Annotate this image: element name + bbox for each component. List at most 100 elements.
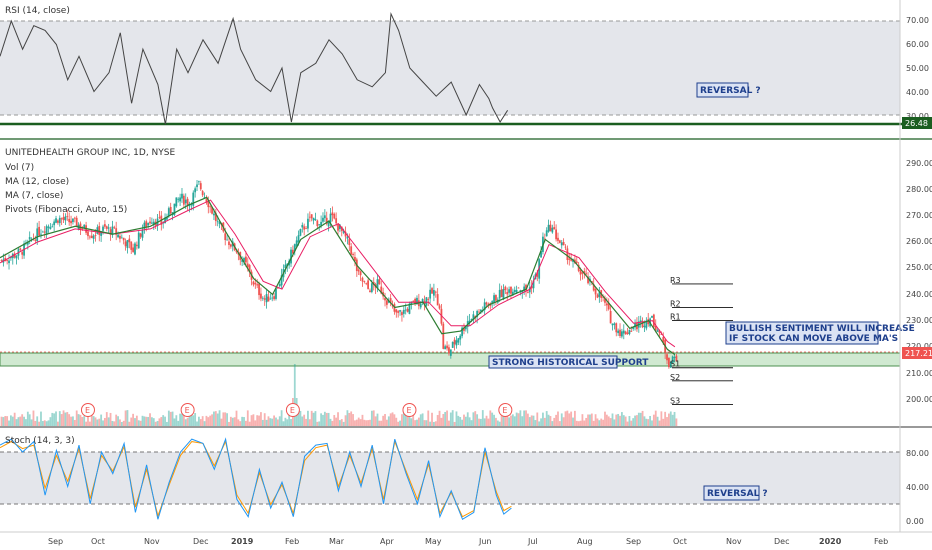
candle-body — [98, 226, 101, 235]
volume-bar — [637, 412, 640, 426]
volume-bar — [276, 419, 279, 426]
candle-body — [149, 221, 151, 224]
volume-bar — [402, 410, 405, 426]
volume-bar — [258, 415, 260, 426]
volume-bar — [11, 416, 14, 426]
volume-bar — [517, 413, 520, 426]
candle-body — [598, 292, 601, 297]
candle-body — [510, 286, 512, 294]
volume-bar — [455, 411, 458, 426]
candle-body — [370, 283, 373, 292]
volume-bar — [102, 420, 104, 426]
candle-body — [416, 297, 418, 305]
volume-bar — [511, 414, 514, 426]
candle-body — [613, 323, 616, 325]
candle-body — [147, 223, 150, 226]
candle-body — [198, 181, 200, 183]
volume-bar — [160, 417, 163, 426]
volume-bar — [32, 410, 35, 426]
stoch-axis: 80.00 40.00 0.00 — [906, 449, 929, 526]
stoch-panel[interactable]: Stoch (14, 3, 3) REVERSAL ? 80.00 40.00 … — [0, 436, 929, 526]
candle-body — [555, 229, 557, 240]
volume-bar — [352, 414, 354, 426]
candle-body — [261, 297, 264, 299]
candle-body — [194, 188, 197, 193]
candle-body — [331, 212, 334, 216]
candle-body — [115, 228, 118, 235]
volume-bar — [641, 410, 644, 426]
candle-body — [66, 216, 69, 218]
volume-bar — [538, 421, 541, 426]
time-label: Dec — [193, 537, 208, 546]
pivot-label-s1: S1 — [670, 360, 680, 369]
volume-bar — [167, 410, 170, 426]
volume-bar — [474, 411, 477, 426]
candle-body — [290, 249, 292, 264]
candle-body — [28, 237, 31, 240]
candle-body — [284, 264, 287, 269]
volume-bar — [654, 410, 657, 426]
candle-body — [45, 226, 48, 235]
volume-bar — [207, 417, 210, 426]
volume-bar — [589, 414, 591, 426]
volume-bar — [444, 411, 447, 426]
volume-bar — [239, 421, 242, 426]
candle-body — [128, 238, 131, 243]
candle-body — [660, 333, 663, 335]
price-panel[interactable]: R3 R2 R1 S1 S2 S3 E E E E E UNITEDHEALTH GROUP IN… — [0, 148, 932, 426]
candle-body — [139, 233, 142, 237]
volume-bar — [322, 414, 324, 426]
candle-body — [367, 280, 369, 289]
volume-bar — [250, 415, 253, 426]
volume-bar — [199, 419, 202, 426]
candle-body — [122, 237, 125, 241]
volume-bar — [280, 410, 283, 426]
candle-body — [344, 231, 347, 237]
volume-bar — [0, 416, 3, 426]
candle-body — [303, 226, 306, 230]
volume-bar — [557, 411, 559, 426]
candle-body — [378, 279, 381, 285]
volume-bar — [94, 417, 97, 426]
volume-bar — [461, 419, 463, 426]
stoch-tick: 80.00 — [906, 449, 929, 458]
volume-bar — [107, 417, 110, 426]
volume-bar — [500, 415, 503, 426]
candle-body — [596, 294, 599, 298]
candle-body — [126, 240, 129, 249]
rsi-panel[interactable]: RSI (14, close) REVERSAL ? 70.00 60.00 5… — [0, 6, 932, 140]
candle-body — [79, 223, 82, 230]
candle-body — [305, 228, 307, 230]
volume-bar — [607, 416, 610, 426]
candle-body — [386, 300, 388, 305]
rsi-current-value: 26.48 — [905, 119, 928, 128]
volume-bar — [134, 418, 136, 426]
candle-body — [312, 217, 315, 221]
ma-12-line — [0, 199, 676, 348]
candle-body — [246, 263, 249, 268]
candle-body — [540, 251, 542, 258]
volume-bar — [335, 417, 338, 426]
time-label: Nov — [726, 537, 742, 546]
time-label: 2019 — [231, 537, 254, 546]
candle-body — [500, 289, 503, 297]
volume-bar — [493, 414, 495, 426]
volume-bar — [594, 414, 597, 426]
volume-bar — [6, 416, 9, 426]
candle-body — [513, 289, 516, 293]
candle-body — [361, 277, 364, 282]
time-label: Oct — [673, 537, 687, 546]
volume-bar — [120, 421, 123, 426]
volume-bar — [124, 410, 127, 426]
volume-bar — [34, 420, 37, 426]
volume-bar — [337, 412, 339, 426]
volume-bar — [293, 364, 296, 426]
candle-body — [419, 303, 422, 308]
candle-body — [449, 349, 452, 356]
candle-body — [530, 286, 533, 289]
volume-bar — [386, 419, 388, 426]
rsi-reversal-text: REVERSAL ? — [700, 86, 761, 96]
candle-body — [365, 282, 368, 284]
candle-body — [570, 259, 573, 261]
